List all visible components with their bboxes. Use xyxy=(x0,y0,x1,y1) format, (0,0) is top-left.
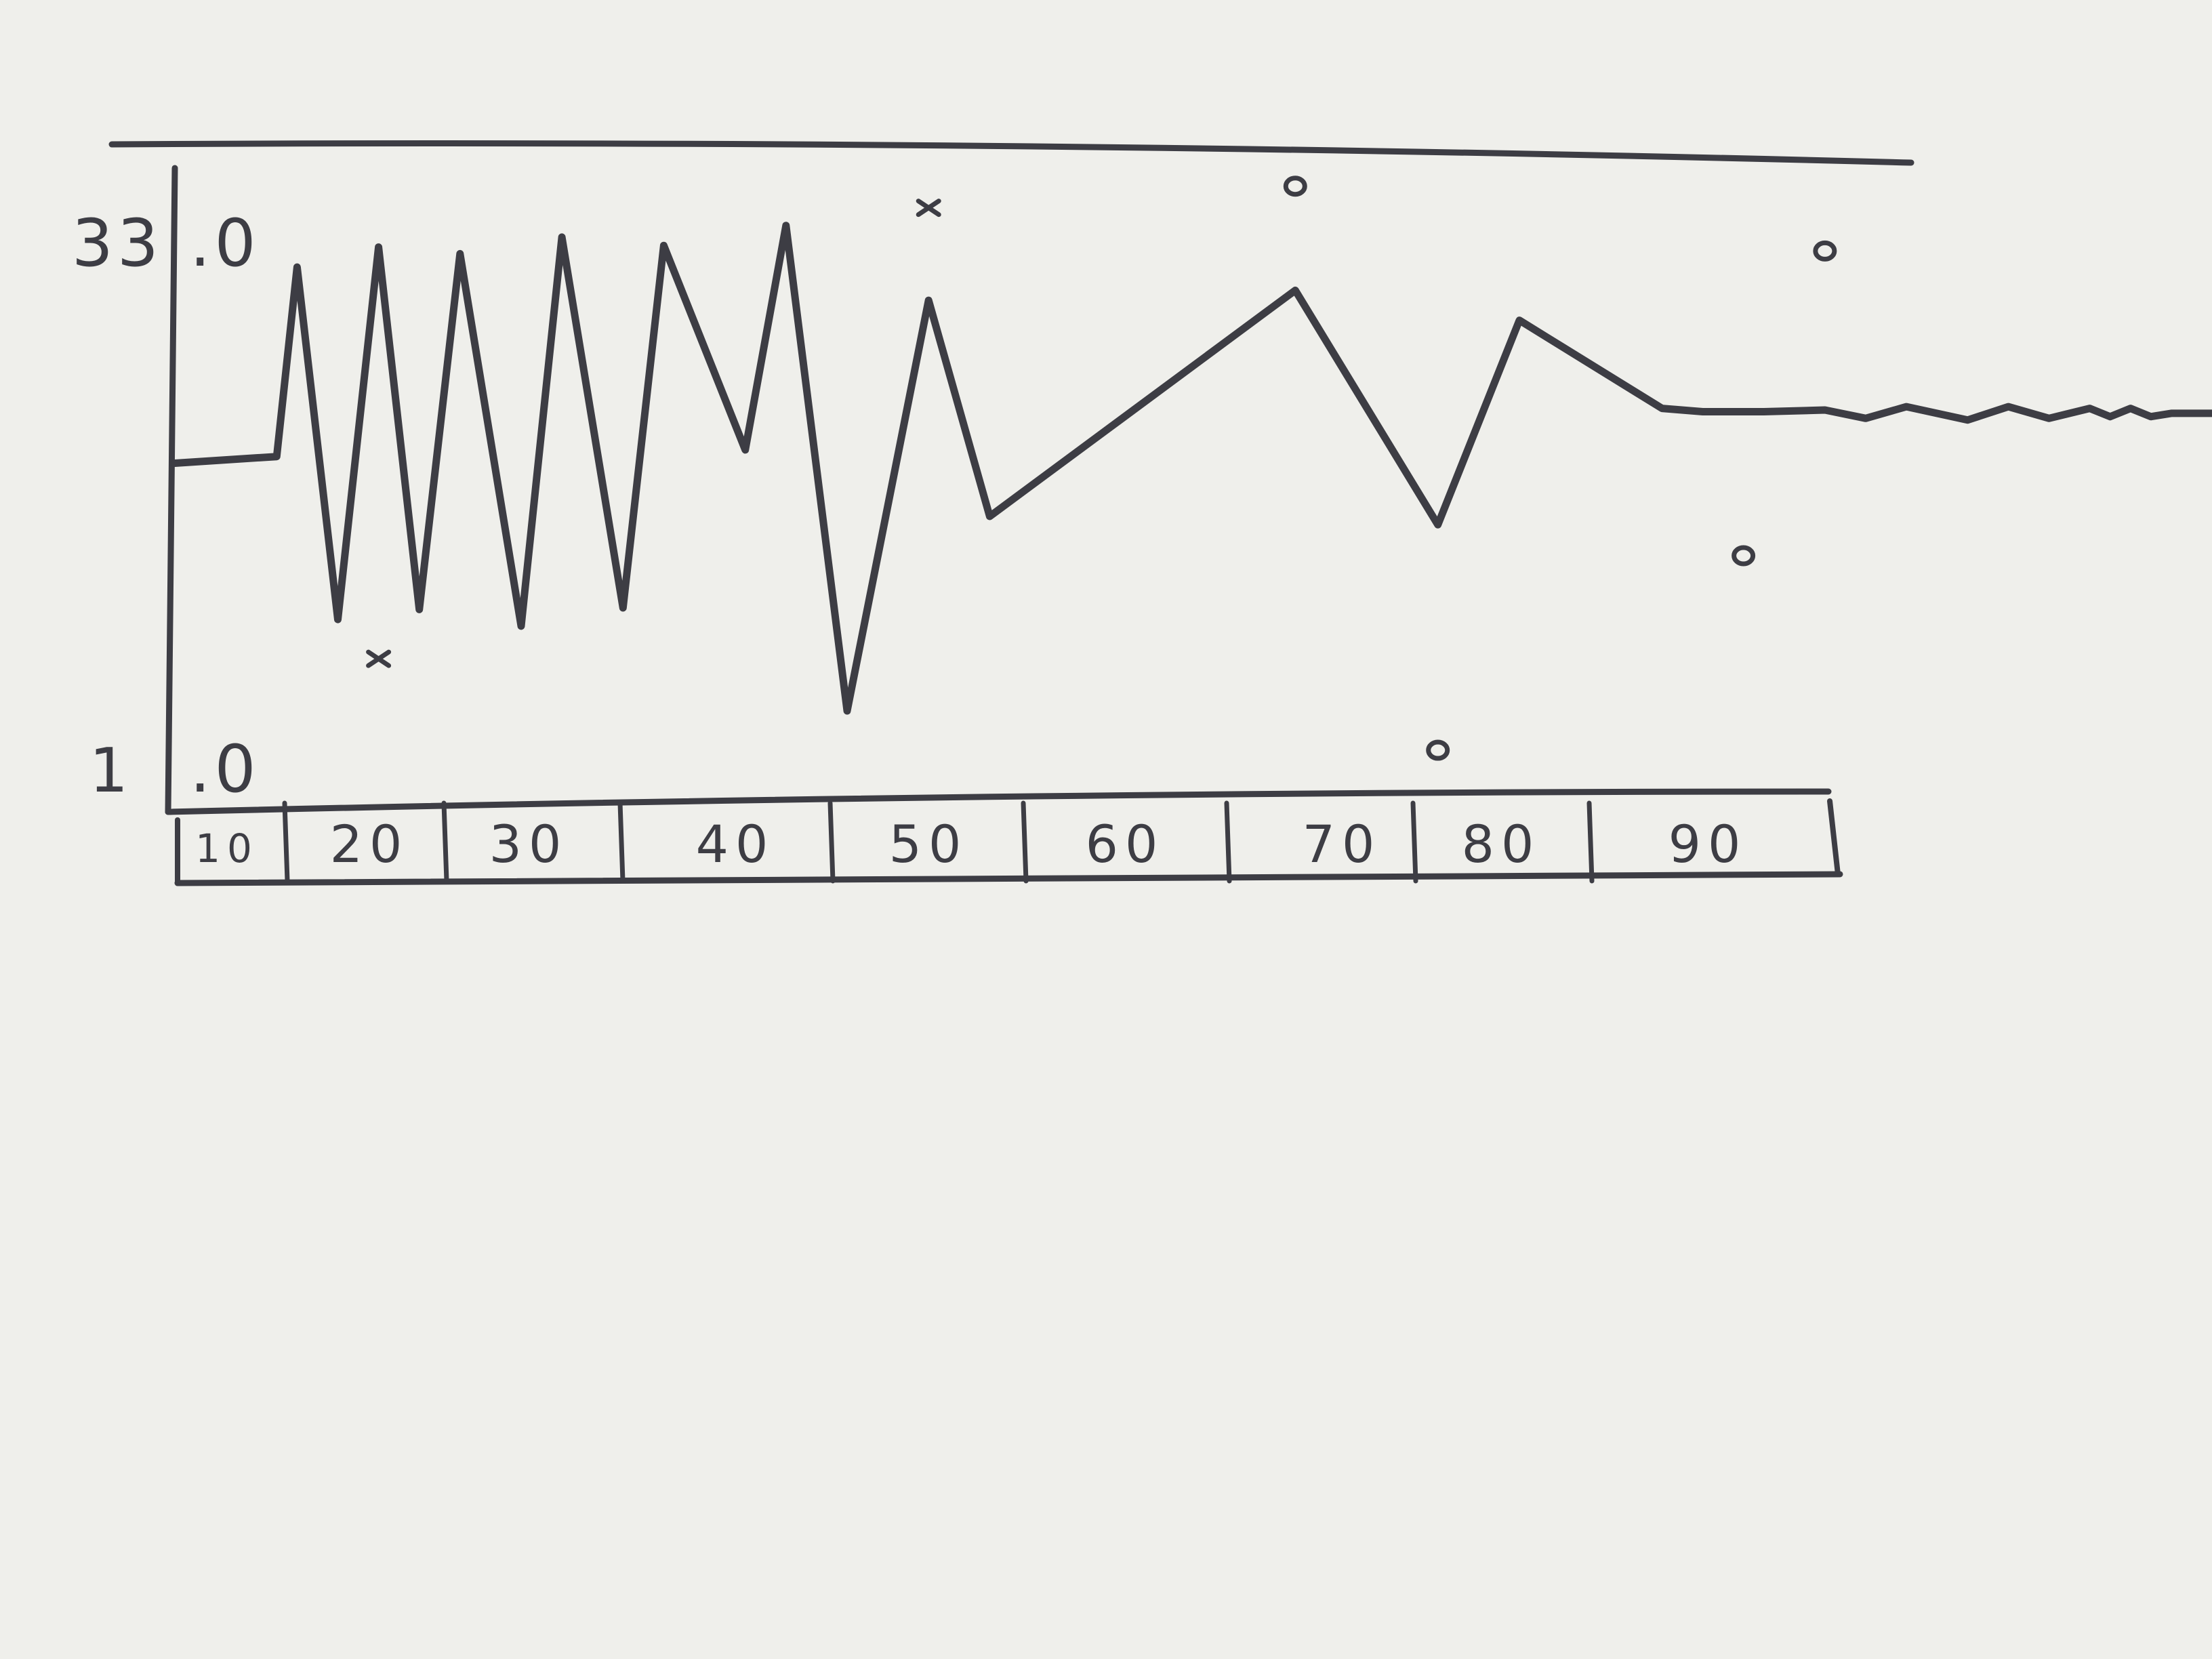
x-tick-label-10: 10 xyxy=(195,825,259,872)
x-tick-dividers xyxy=(282,800,1595,884)
y-tick-label-2: 1 xyxy=(89,735,132,806)
x-tick-label-30: 30 xyxy=(489,814,569,874)
x-tick-label-40: 40 xyxy=(696,814,775,874)
x-tick-label-60: 60 xyxy=(1086,814,1165,874)
y-tick-label-3: .0 xyxy=(190,731,260,807)
x-tick-divider-3 xyxy=(827,800,836,884)
y-axis-line xyxy=(165,165,178,815)
cross-marker-1 xyxy=(916,199,941,218)
x-tick-strip-right xyxy=(1827,798,1841,877)
x-tick-divider-4 xyxy=(1021,800,1029,884)
x-tick-label-90: 90 xyxy=(1668,814,1748,874)
circle-marker-2 xyxy=(1283,176,1307,197)
x-tick-label-50: 50 xyxy=(889,814,968,874)
x-tick-label-20: 20 xyxy=(330,814,409,874)
x-tick-strip-bottom xyxy=(174,871,1843,886)
x-tick-divider-5 xyxy=(1224,800,1232,884)
circle-marker-3 xyxy=(1426,739,1450,761)
x-axis-line xyxy=(165,788,1832,815)
y-tick-labels: 33 .0 1 .0 xyxy=(72,205,260,807)
cross-marker-0 xyxy=(366,649,392,668)
x-tick-labels: 10 20 30 40 50 60 70 80 90 xyxy=(195,814,1748,874)
x-tick-divider-7 xyxy=(1586,800,1595,884)
circle-marker-4 xyxy=(1732,545,1756,567)
x-tick-divider-0 xyxy=(282,800,290,884)
x-tick-label-80: 80 xyxy=(1462,814,1541,874)
data-series-line xyxy=(171,222,2212,715)
x-tick-label-70: 70 xyxy=(1303,814,1382,874)
x-tick-divider-6 xyxy=(1410,800,1418,884)
x-tick-divider-1 xyxy=(441,800,449,884)
point-markers xyxy=(366,176,1837,761)
y-tick-label-0: 33 xyxy=(72,205,163,281)
x-tick-divider-2 xyxy=(617,800,626,884)
top-rule-line xyxy=(108,140,1914,166)
y-tick-label-1: .0 xyxy=(190,205,260,281)
circle-marker-5 xyxy=(1813,240,1837,262)
